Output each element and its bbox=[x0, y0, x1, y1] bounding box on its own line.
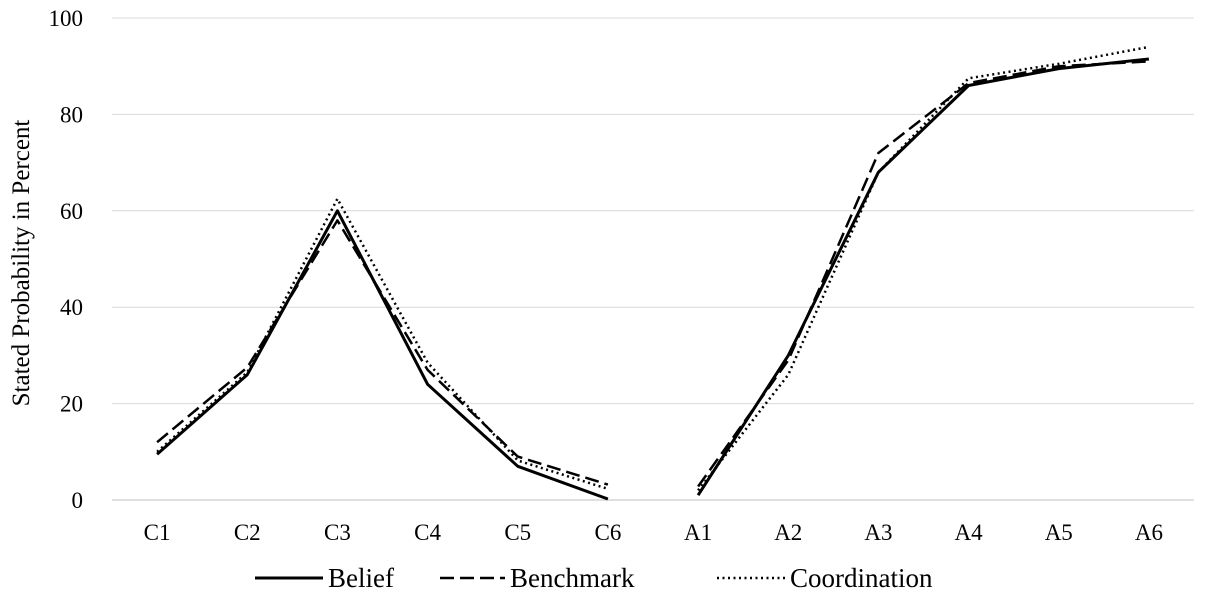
y-tick-labels: 0 20 40 60 80 100 bbox=[49, 6, 84, 513]
x-tick-label: C5 bbox=[504, 520, 531, 545]
series-line-benchmark-a bbox=[697, 60, 1149, 488]
x-tick-label: A3 bbox=[864, 520, 892, 545]
legend-label-coordination: Coordination bbox=[790, 563, 933, 593]
x-tick-label: C6 bbox=[594, 520, 621, 545]
legend-label-belief: Belief bbox=[328, 563, 394, 593]
y-tick-label: 0 bbox=[72, 488, 84, 513]
series-line-belief-a bbox=[696, 57, 1150, 497]
x-tick-label: C3 bbox=[324, 520, 351, 545]
x-tick-label: C1 bbox=[144, 520, 171, 545]
y-tick-label: 20 bbox=[60, 392, 83, 417]
x-tick-label: A5 bbox=[1045, 520, 1073, 545]
y-tick-label: 80 bbox=[60, 102, 83, 127]
series-line-belief-c bbox=[156, 209, 609, 501]
x-tick-label: C4 bbox=[414, 520, 441, 545]
y-tick-label: 60 bbox=[60, 199, 83, 224]
x-tick-label: A2 bbox=[774, 520, 802, 545]
gridlines bbox=[112, 17, 1194, 501]
y-tick-label: 40 bbox=[60, 295, 83, 320]
x-tick-labels: C1 C2 C3 C4 C5 C6 A1 A2 A3 A4 A5 A6 bbox=[144, 520, 1163, 545]
y-tick-label: 100 bbox=[49, 6, 84, 31]
legend: Belief Benchmark Coordination bbox=[255, 563, 933, 593]
x-tick-label: A1 bbox=[684, 520, 712, 545]
legend-label-benchmark: Benchmark bbox=[510, 563, 635, 593]
x-tick-label: A4 bbox=[955, 520, 984, 545]
x-tick-label: A6 bbox=[1135, 520, 1163, 545]
x-tick-label: C2 bbox=[234, 520, 261, 545]
series-lines bbox=[156, 45, 1150, 501]
y-axis-title: Stated Probability in Percent bbox=[8, 120, 35, 407]
series-line-coordination-c bbox=[156, 197, 609, 491]
series-line-benchmark-c bbox=[156, 219, 609, 486]
series-line-coordination-a bbox=[697, 45, 1150, 492]
